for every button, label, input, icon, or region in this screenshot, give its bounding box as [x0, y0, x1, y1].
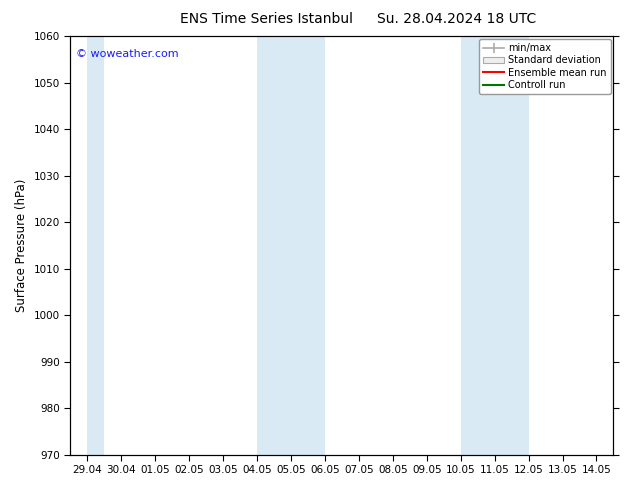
Bar	[257, 36, 325, 455]
Text: Su. 28.04.2024 18 UTC: Su. 28.04.2024 18 UTC	[377, 12, 536, 26]
Bar	[461, 36, 529, 455]
Text: © woweather.com: © woweather.com	[75, 49, 178, 59]
Bar	[87, 36, 104, 455]
Text: ENS Time Series Istanbul: ENS Time Series Istanbul	[180, 12, 353, 26]
Y-axis label: Surface Pressure (hPa): Surface Pressure (hPa)	[15, 179, 28, 312]
Legend: min/max, Standard deviation, Ensemble mean run, Controll run: min/max, Standard deviation, Ensemble me…	[479, 39, 611, 94]
